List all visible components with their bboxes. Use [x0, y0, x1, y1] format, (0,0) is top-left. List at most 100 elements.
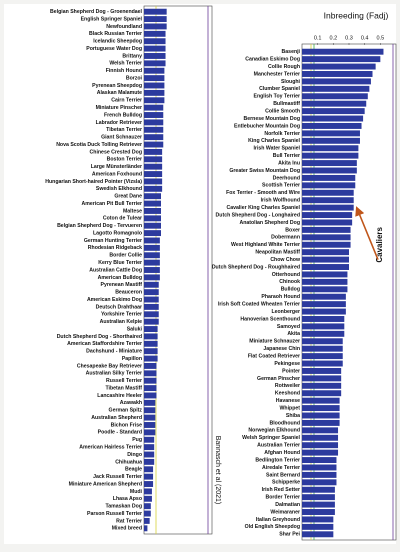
category-label: Boxer: [285, 227, 300, 233]
bar: [144, 45, 166, 52]
category-label: Lhasa Apso: [113, 496, 142, 502]
bar: [144, 16, 167, 23]
bar: [302, 100, 367, 107]
bar: [302, 516, 334, 523]
bar: [144, 385, 157, 392]
bar: [144, 104, 164, 111]
category-label: American Pit Bull Terrier: [82, 201, 142, 207]
category-label: Japanese Chin: [263, 346, 300, 352]
bar: [144, 436, 155, 443]
category-label: Dachshund - Miniature: [86, 349, 142, 355]
category-label: Beagle: [125, 467, 142, 473]
bar: [302, 122, 362, 129]
bar: [144, 429, 156, 436]
category-label: Shiba: [286, 413, 300, 419]
bar: [144, 318, 159, 325]
category-label: Leonberger: [271, 309, 300, 315]
bar: [144, 89, 165, 96]
bar: [302, 501, 335, 508]
category-label: Shar Pei: [279, 532, 300, 538]
category-label: Sloughi: [281, 79, 301, 85]
category-label: Hanoverian Scenthound: [240, 316, 300, 322]
category-label: Australian Terrier: [257, 443, 300, 449]
bar: [144, 30, 166, 37]
bar: [144, 348, 158, 355]
category-label: Havanese: [276, 398, 300, 404]
bar: [302, 271, 348, 278]
category-label: Pyrenean Mastiff: [100, 282, 142, 288]
bar: [302, 382, 342, 389]
category-label: Maltese: [123, 208, 142, 214]
category-label: Pyrenean Sheepdog: [92, 83, 142, 89]
bar: [144, 8, 167, 15]
bar: [302, 152, 359, 159]
bar: [302, 338, 343, 345]
category-label: Miniature Pinscher: [96, 105, 142, 111]
category-label: Flat Coated Retriever: [248, 353, 300, 359]
category-label: Welsh Terrier: [109, 61, 142, 67]
category-label: Saluki: [127, 326, 143, 332]
bar: [144, 495, 152, 502]
category-label: Akita Inu: [278, 160, 300, 166]
category-label: Collie Smooth: [265, 108, 300, 114]
bar: [144, 141, 164, 148]
category-label: Pharaoh Hound: [261, 294, 300, 300]
bar: [302, 405, 340, 412]
bar: [144, 414, 156, 421]
category-label: Chihuahua: [115, 459, 142, 465]
category-label: Large Münsterländer: [91, 164, 142, 170]
category-label: Tibetan Terrier: [106, 127, 142, 133]
bar: [144, 163, 163, 170]
bar: [144, 377, 157, 384]
category-label: Entlebucher Mountain Dog: [234, 123, 300, 129]
bar: [302, 204, 354, 211]
bar: [144, 244, 160, 251]
x-tick-label: 0.1: [314, 35, 322, 41]
bar: [144, 451, 155, 458]
category-label: Russell Terrier: [106, 378, 142, 384]
bar: [302, 427, 339, 434]
bar: [302, 479, 337, 486]
bar: [302, 464, 337, 471]
category-label: Jack Russell Terrier: [93, 474, 142, 480]
category-label: Neapolitan Mastiff: [255, 250, 300, 256]
bar: [144, 340, 158, 347]
category-label: Deerhound: [273, 175, 300, 181]
category-label: Swedish Elkhound: [96, 186, 142, 192]
bar: [144, 222, 161, 229]
bar: [302, 367, 342, 374]
bar: [302, 160, 357, 167]
category-label: Icelandic Sheepdog: [93, 39, 142, 45]
bar: [144, 281, 159, 288]
category-label: Cavalier King Charles Spaniel: [226, 205, 300, 211]
category-label: Belgian Shepherd Dog - Tervueren: [57, 223, 142, 229]
bar: [144, 208, 161, 214]
bar: [302, 85, 370, 92]
category-label: Deutsch Drahthaar: [96, 304, 142, 310]
category-label: Giant Schnauzer: [101, 135, 142, 141]
bar: [144, 60, 166, 67]
category-label: English Springer Spaniel: [81, 16, 143, 22]
bar: [144, 38, 166, 45]
bar: [302, 56, 381, 63]
category-label: Old English Sheepdog: [245, 524, 300, 530]
category-label: Belgian Shepherd Dog - Groenendael: [50, 9, 143, 15]
category-label: Manchester Terrier: [254, 71, 300, 77]
category-label: Dutch Shepherd Dog - Roughhaired: [212, 264, 300, 270]
category-label: Black Russian Terrier: [89, 31, 142, 37]
category-label: Otterhound: [272, 272, 300, 278]
category-label: Kerry Blue Terrier: [98, 260, 142, 266]
bar: [302, 48, 384, 55]
category-label: Keeshond: [275, 391, 300, 397]
category-label: King Charles Spaniel: [248, 138, 300, 144]
source-note: Bannasch et al (2021): [214, 436, 221, 505]
bar: [144, 267, 160, 273]
bar: [302, 78, 371, 85]
category-label: Poodle - Standard: [98, 430, 142, 436]
bar: [144, 407, 156, 414]
category-label: Miniature Schnauzer: [249, 339, 300, 345]
bar: [302, 241, 351, 248]
bar: [144, 296, 159, 303]
x-tick-label: 0.4: [361, 35, 369, 41]
category-label: Norwegian Elkhound: [248, 428, 300, 434]
